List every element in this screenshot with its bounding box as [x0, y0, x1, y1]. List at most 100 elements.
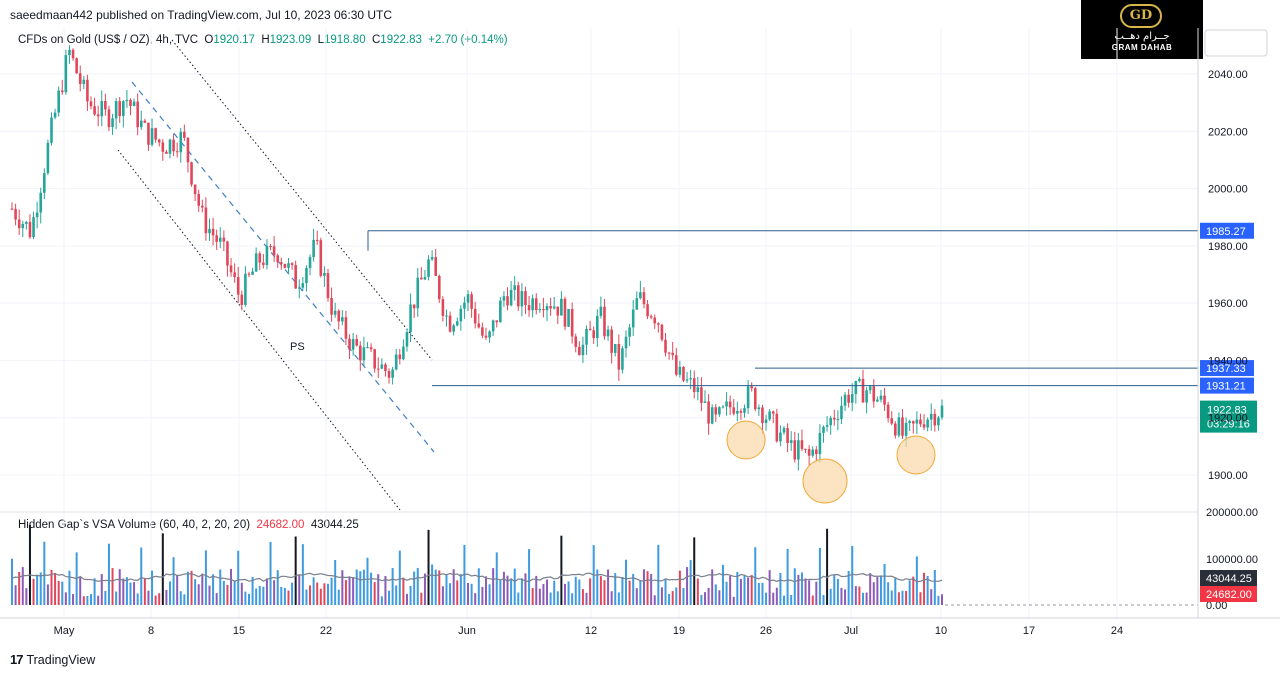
volume-bar	[18, 571, 21, 605]
candle	[427, 255, 430, 281]
volume-bar	[64, 592, 67, 605]
volume-bar	[754, 547, 757, 605]
volume-bar	[72, 594, 75, 605]
candle	[815, 446, 818, 462]
candle	[143, 118, 147, 124]
volume-bar	[488, 584, 491, 605]
candle	[739, 408, 743, 420]
volume-bar	[923, 572, 926, 605]
volume-bar	[743, 575, 746, 605]
volume-bar	[578, 579, 581, 605]
volume-bar	[750, 574, 753, 605]
volume-bar	[398, 550, 401, 605]
candle	[132, 98, 136, 107]
volume-bar	[510, 578, 513, 605]
volume-bar	[416, 567, 419, 605]
volume-bar	[359, 571, 362, 605]
candle	[682, 366, 685, 383]
candle	[341, 310, 344, 326]
volume-bar	[836, 578, 839, 605]
tradingview-brand[interactable]: 17 TradingView	[10, 652, 95, 667]
candle	[157, 138, 161, 147]
high-value: 1923.09	[269, 34, 312, 46]
volume-bar	[768, 570, 771, 605]
time-tick-10: 17	[1023, 625, 1035, 637]
candle	[287, 258, 290, 275]
volume-bar	[319, 588, 322, 605]
symbol-legend: CFDs on Gold (US$ / OZ), 4h, TVC O1920.1…	[18, 34, 508, 46]
volume-bar	[438, 570, 441, 605]
candle	[384, 362, 387, 377]
candle	[25, 221, 28, 230]
candle	[280, 257, 283, 270]
price-tick-2: 2000.00	[1208, 184, 1248, 196]
candle	[915, 411, 919, 435]
volume-bar	[226, 584, 229, 605]
candle	[606, 325, 610, 341]
candle	[714, 404, 718, 423]
candle	[901, 409, 904, 439]
candle	[93, 97, 96, 116]
close-label: C	[371, 34, 381, 46]
highlight-circles	[726, 420, 936, 504]
volume-bar	[671, 591, 674, 605]
volume-bar	[862, 592, 865, 605]
volume-bar	[122, 578, 125, 605]
candle	[161, 139, 165, 161]
volume-bar	[291, 582, 294, 605]
candle	[520, 283, 524, 317]
candle	[556, 306, 560, 325]
candle	[940, 399, 944, 420]
volume-bar	[642, 569, 645, 605]
candle	[567, 308, 570, 327]
candle	[204, 197, 208, 241]
volume-bar	[926, 575, 929, 605]
candle	[344, 310, 348, 346]
volume-bar	[517, 592, 520, 605]
volume-bar	[25, 588, 28, 605]
candle	[761, 404, 764, 434]
volume-bar	[89, 594, 92, 605]
volume-bar	[808, 580, 811, 605]
candle	[725, 392, 728, 416]
volume-bar	[222, 580, 225, 605]
candle	[111, 113, 114, 135]
candle	[847, 389, 850, 408]
symbol-name[interactable]: CFDs on Gold (US$ / OZ), 4h, TVC	[18, 34, 199, 46]
candle	[570, 302, 574, 344]
volume-bar	[265, 578, 268, 605]
volume-bar	[822, 594, 825, 605]
candle	[294, 260, 297, 289]
candle	[297, 279, 301, 299]
candle	[933, 409, 937, 432]
volume-bar	[262, 586, 265, 605]
candle	[793, 431, 797, 463]
volume-bar	[240, 582, 243, 605]
volume-bar	[621, 576, 624, 605]
indicator-name[interactable]: Hidden Gap`s VSA Volume (60, 40, 2, 20, …	[18, 519, 251, 531]
volume-bar	[316, 582, 319, 605]
candle	[477, 313, 481, 329]
candle	[775, 408, 779, 443]
candle	[894, 421, 897, 439]
candle	[265, 239, 269, 270]
volume-bar	[409, 585, 412, 605]
volume-bar	[79, 577, 82, 605]
volume-bar	[309, 585, 312, 605]
candle	[240, 290, 244, 311]
candle	[211, 217, 215, 246]
volume-bar	[151, 570, 154, 605]
volume-bar	[133, 582, 136, 605]
candle	[455, 317, 459, 327]
volume-bar	[596, 569, 599, 605]
candle	[509, 281, 513, 307]
candle	[236, 266, 240, 303]
indicator-value-1: 24682.00	[256, 519, 305, 531]
volume-marker-1: 24682.00	[1206, 589, 1252, 601]
candle	[592, 326, 595, 344]
volume-bar	[556, 591, 559, 605]
candle	[366, 342, 369, 349]
candle	[937, 415, 940, 431]
volume-bar	[337, 589, 340, 605]
